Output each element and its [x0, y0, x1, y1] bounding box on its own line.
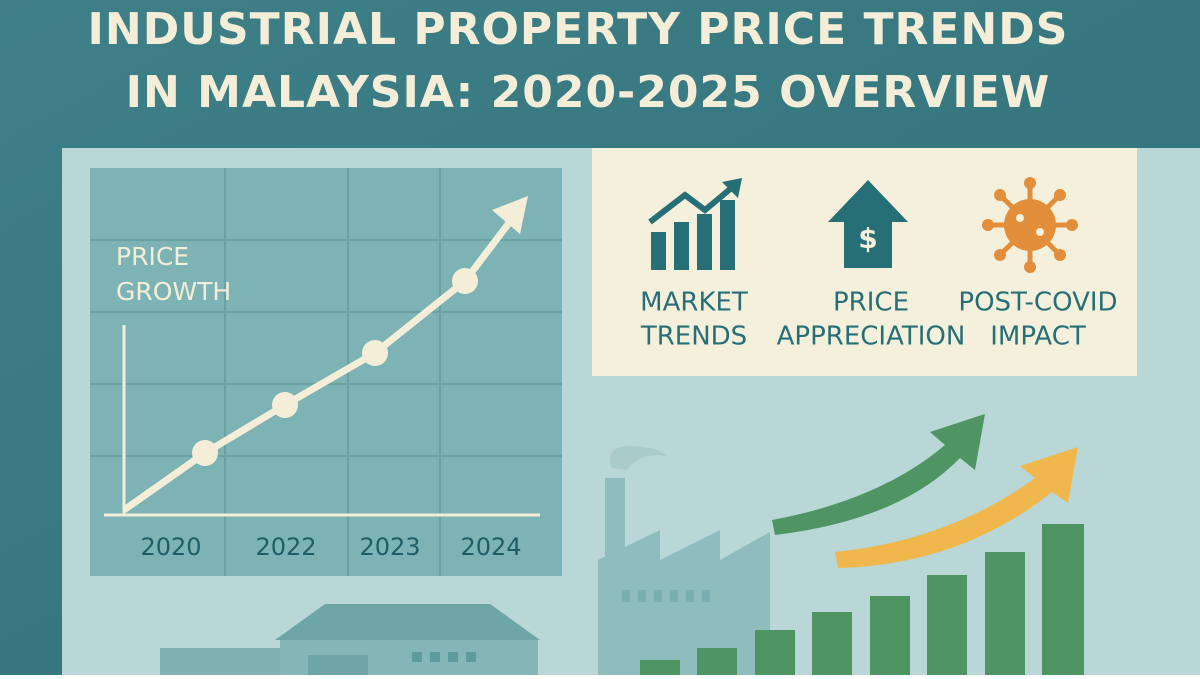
chart-label: PRICE [116, 242, 189, 271]
title-line: INDUSTRIAL PROPERTY PRICE TRENDS [88, 4, 1069, 55]
yellow-arrow [835, 447, 1078, 568]
arrow-head [492, 196, 528, 234]
warehouse [160, 604, 540, 675]
year-label: 2020 [140, 533, 201, 561]
title-line: IN MALAYSIA: 2020-2025 OVERVIEW [126, 67, 1051, 118]
trend-line [121, 212, 518, 513]
chart-panel [90, 168, 562, 576]
chart-grid [90, 168, 562, 576]
covid-icon [982, 177, 1078, 273]
price-icon: $ [828, 180, 908, 268]
green-arrow [772, 414, 985, 535]
feature-label: IMPACT [990, 322, 1086, 352]
factory [598, 446, 770, 675]
feature-label: MARKET [640, 288, 748, 318]
year-label: 2022 [255, 533, 316, 561]
feature-label: TRENDS [640, 322, 747, 352]
feature-label: POST-COVID [958, 288, 1117, 318]
feature-label: PRICE [833, 288, 909, 318]
market-icon [648, 178, 742, 270]
year-label: 2024 [460, 533, 521, 561]
chart-label: GROWTH [116, 277, 231, 306]
trend-points [192, 268, 478, 466]
growth-bars [640, 524, 1084, 675]
svg-text:$: $ [858, 222, 877, 255]
feature-label: APPRECIATION [777, 322, 966, 352]
year-label: 2023 [359, 533, 420, 561]
